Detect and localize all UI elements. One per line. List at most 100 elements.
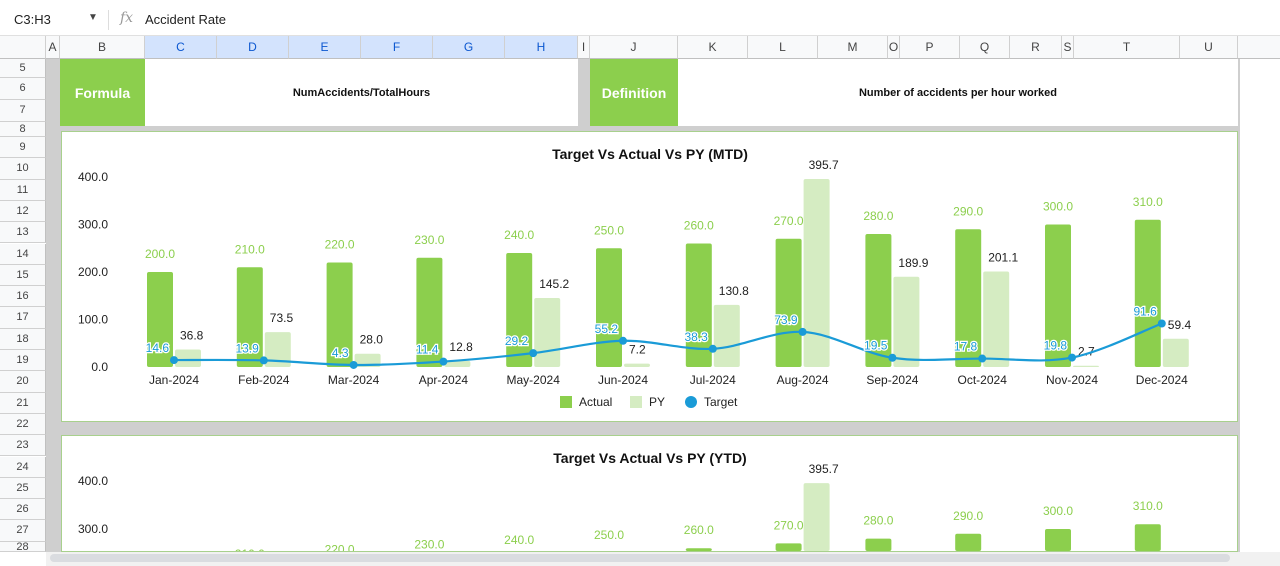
- target-data-label: 91.6: [1133, 304, 1157, 318]
- column-header[interactable]: P: [900, 36, 960, 59]
- row-header[interactable]: 19: [0, 350, 46, 372]
- name-box[interactable]: C3:H3: [14, 12, 51, 27]
- actual-data-label: 240.0: [504, 228, 534, 242]
- row-header[interactable]: 28: [0, 541, 46, 552]
- row-header[interactable]: 11: [0, 179, 46, 201]
- actual-bar: [955, 229, 982, 367]
- actual-data-label: 270.0: [774, 518, 804, 532]
- row-header[interactable]: 27: [0, 520, 46, 542]
- actual-data-label: 220.0: [325, 542, 355, 551]
- column-header[interactable]: K: [678, 36, 748, 59]
- column-header-filler: [1238, 36, 1280, 59]
- row-header[interactable]: 21: [0, 392, 46, 414]
- target-point: [888, 353, 897, 362]
- formula-label: Formula: [60, 59, 145, 126]
- target-data-label: 14.6: [146, 341, 170, 355]
- py-data-label: 12.8: [449, 340, 473, 354]
- py-bar: [1162, 338, 1189, 367]
- column-header[interactable]: T: [1074, 36, 1180, 59]
- row-header[interactable]: 20: [0, 371, 46, 393]
- column-header[interactable]: H: [505, 36, 578, 59]
- actual-data-label: 250.0: [594, 528, 624, 542]
- actual-bar: [596, 248, 622, 367]
- column-header[interactable]: U: [1180, 36, 1238, 59]
- py-data-label: 130.8: [719, 284, 749, 298]
- row-header[interactable]: 24: [0, 456, 46, 478]
- x-tick-label: Jan-2024: [149, 373, 199, 387]
- column-header[interactable]: C: [145, 36, 217, 59]
- divider: [108, 10, 109, 30]
- row-header[interactable]: 17: [0, 307, 46, 329]
- row-header[interactable]: 22: [0, 413, 46, 436]
- mtd-chart[interactable]: Target Vs Actual Vs PY (MTD) 0.0 100.0 200.…: [61, 131, 1238, 422]
- row-header[interactable]: 8: [0, 122, 46, 137]
- ytd-chart[interactable]: Target Vs Actual Vs PY (YTD) 300.0 400.0 21…: [61, 435, 1238, 561]
- row-header[interactable]: 14: [0, 243, 46, 265]
- legend-label: Actual: [579, 395, 612, 409]
- actual-bar: [775, 543, 802, 551]
- target-point: [619, 336, 627, 345]
- target-point: [170, 356, 178, 365]
- x-tick-label: Mar-2024: [328, 373, 380, 387]
- column-header[interactable]: B: [60, 36, 145, 59]
- py-bar: [983, 271, 1010, 367]
- py-bar: [264, 332, 291, 367]
- column-header[interactable]: A: [46, 36, 60, 59]
- row-header[interactable]: 25: [0, 477, 46, 500]
- actual-bar: [865, 538, 892, 551]
- legend-label: Target: [704, 395, 738, 409]
- column-header[interactable]: I: [578, 36, 590, 59]
- row-header[interactable]: 16: [0, 286, 46, 308]
- row-header[interactable]: 10: [0, 158, 46, 180]
- py-bar: [534, 298, 561, 367]
- actual-bar: [955, 533, 982, 551]
- actual-data-label: 310.0: [1133, 499, 1163, 513]
- actual-data-label: 280.0: [863, 514, 893, 528]
- column-header[interactable]: D: [217, 36, 289, 59]
- py-data-label: 395.7: [809, 158, 839, 172]
- formula-input[interactable]: Accident Rate: [145, 12, 226, 27]
- actual-bar: [236, 267, 263, 367]
- column-header[interactable]: G: [433, 36, 505, 59]
- py-bar: [444, 360, 471, 367]
- actual-data-label: 200.0: [145, 247, 175, 261]
- row-header[interactable]: 9: [0, 137, 46, 159]
- row-header[interactable]: 18: [0, 328, 46, 350]
- row-header[interactable]: 13: [0, 222, 46, 244]
- scrollbar-thumb[interactable]: [50, 554, 1230, 562]
- definition-value[interactable]: Number of accidents per hour worked: [678, 59, 1238, 126]
- y-tick-label: 100.0: [78, 313, 108, 327]
- target-point: [349, 360, 358, 369]
- formula-value[interactable]: NumAccidents/TotalHours: [145, 59, 578, 126]
- actual-data-label: 250.0: [594, 223, 624, 237]
- actual-data-label: 240.0: [504, 533, 534, 547]
- actual-bar: [1134, 219, 1161, 367]
- column-header[interactable]: M: [818, 36, 888, 59]
- row-header[interactable]: 23: [0, 435, 46, 457]
- row-header[interactable]: 6: [0, 78, 46, 100]
- column-header[interactable]: R: [1010, 36, 1062, 59]
- py-bar: [624, 363, 650, 367]
- row-header[interactable]: 7: [0, 100, 46, 122]
- name-box-dropdown-icon[interactable]: ▼: [88, 12, 98, 23]
- actual-bar: [147, 272, 173, 367]
- row-header[interactable]: 12: [0, 200, 46, 223]
- column-header[interactable]: E: [289, 36, 361, 59]
- ytd-chart-svg: Target Vs Actual Vs PY (YTD) 300.0 400.0 21…: [78, 450, 1163, 561]
- row-header[interactable]: 5: [0, 59, 46, 78]
- column-header[interactable]: S: [1062, 36, 1074, 59]
- column-header[interactable]: F: [361, 36, 433, 59]
- target-point: [1157, 319, 1166, 328]
- row-header[interactable]: 26: [0, 499, 46, 521]
- x-tick-label: May-2024: [507, 373, 561, 387]
- mtd-chart-svg: Target Vs Actual Vs PY (MTD) 0.0 100.0 200.…: [78, 146, 1192, 409]
- column-header[interactable]: O: [888, 36, 900, 59]
- select-all-corner[interactable]: [0, 36, 46, 59]
- target-line: [173, 322, 1163, 367]
- py-data-label: 395.7: [809, 462, 839, 476]
- column-header[interactable]: J: [590, 36, 678, 59]
- column-header[interactable]: L: [748, 36, 818, 59]
- actual-bar: [1134, 524, 1161, 551]
- column-header[interactable]: Q: [960, 36, 1010, 59]
- row-header[interactable]: 15: [0, 264, 46, 287]
